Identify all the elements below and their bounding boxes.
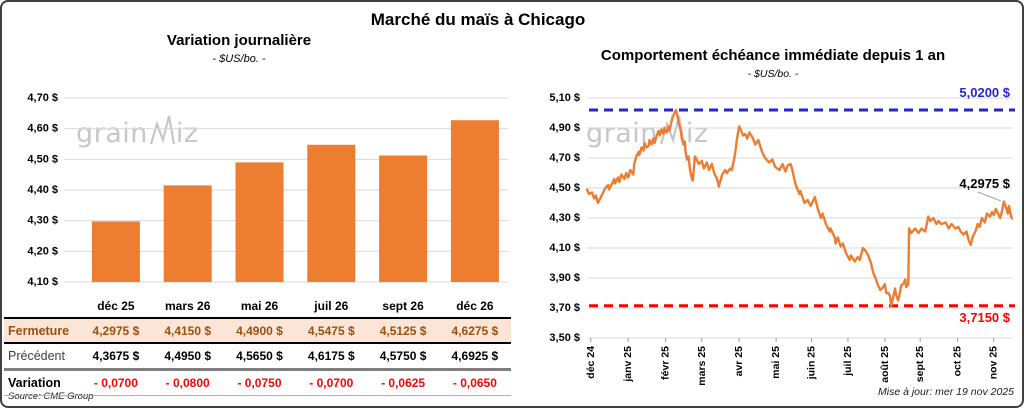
- page-title: Marché du maïs à Chicago: [370, 10, 586, 29]
- month-header-cell: déc 26: [456, 298, 494, 313]
- y-tick-label: 4,20 $: [27, 245, 58, 257]
- month-header-cell: déc 25: [97, 298, 135, 313]
- table-cell: - 0,0650: [452, 376, 497, 390]
- x-tick-label: avr 25: [733, 346, 745, 377]
- right-chart-title: Comportement échéance immédiate depuis 1…: [600, 47, 946, 64]
- table-cell: 4,5125 $: [379, 323, 427, 338]
- y-tick-label: 4,40 $: [27, 184, 58, 196]
- x-tick-label: sept 25: [914, 346, 926, 382]
- y-tick-label: 4,30 $: [27, 215, 58, 227]
- x-tick-label: oct 25: [952, 346, 964, 377]
- grainwiz-zigzag-icon: [149, 115, 175, 145]
- y-tick-label: 4,30 $: [549, 212, 580, 224]
- bar: [450, 120, 499, 282]
- row-label: Précédent: [8, 349, 65, 363]
- bar: [235, 162, 284, 282]
- month-header-cell: sept 26: [382, 298, 424, 313]
- bar: [307, 144, 356, 282]
- x-tick-label: déc 24: [585, 346, 597, 379]
- y-tick-label: 4,60 $: [27, 123, 58, 135]
- table-cell: 4,6175 $: [307, 349, 355, 363]
- left-chart-title: Variation journalière: [166, 32, 312, 49]
- row-label: Fermeture: [8, 323, 70, 338]
- bar: [91, 221, 140, 282]
- immediate-maturity-line-chart: 5,10 $ 4,90 $ 4,70 $ 4,50 $ 4,30 $ 4,10 $ 3,90…: [549, 92, 1015, 386]
- x-tick-label: févr 25: [660, 346, 672, 380]
- last-price-label: 4,2975 $: [959, 176, 1010, 191]
- watermark-text-post: iz: [175, 118, 199, 149]
- y-tick-label: 4,70 $: [27, 92, 58, 104]
- grainwiz-watermark: grain iz: [586, 114, 709, 147]
- table-row-precedent: Précédent 4,3675 $ 4,4950 $ 4,5650 $ 4,6175 …: [4, 344, 511, 371]
- row-label: Variation: [8, 376, 61, 390]
- y-tick-label: 3,90 $: [549, 272, 580, 284]
- label-leader-line: [977, 191, 1002, 202]
- y-tick-label: 4,90 $: [549, 122, 580, 134]
- right-chart-subtitle: - $US/bo. -: [747, 68, 799, 80]
- table-cell: 4,5475 $: [307, 323, 355, 338]
- watermark-text-pre: grain: [76, 118, 148, 149]
- table-cell: - 0,0700: [309, 376, 354, 390]
- watermark-text-pre: grain: [586, 118, 658, 149]
- y-tick-label: 3,70 $: [549, 302, 580, 314]
- month-header-cell: mai 26: [240, 298, 279, 313]
- table-cell: 4,6925 $: [451, 349, 499, 363]
- source-note: Source: CME Group: [8, 391, 94, 402]
- max-price-label: 5,0200 $: [959, 85, 1010, 100]
- bar: [379, 155, 428, 282]
- table-header-row: déc 25 mars 26 mai 26 juil 26 sept 26 déc 26: [4, 294, 511, 319]
- daily-variation-bar-chart: 4,70 $ 4,60 $ 4,50 $ 4,40 $ 4,30 $ 4,20 $ 4,10…: [27, 92, 508, 288]
- x-tick-label: mai 25: [770, 346, 782, 379]
- price-line: [585, 108, 1014, 308]
- bar: [163, 185, 212, 282]
- y-tick-label: 4,50 $: [549, 182, 580, 194]
- table-cell: 4,5750 $: [379, 349, 427, 363]
- y-tick-label: 4,70 $: [549, 152, 580, 164]
- futures-table: déc 25 mars 26 mai 26 juil 26 sept 26 déc 26 F…: [4, 294, 511, 396]
- watermark-text-post: iz: [685, 118, 709, 149]
- month-header-cell: mars 26: [165, 298, 211, 313]
- grainwiz-watermark: grain iz: [76, 114, 199, 147]
- min-price-label: 3,7150 $: [959, 310, 1010, 325]
- table-cell: - 0,0625: [381, 376, 426, 390]
- table-row-variation: Variation - 0,0700 - 0,0800 - 0,0750 - 0,070…: [4, 371, 511, 396]
- update-date-note: Mise à jour: mer 19 nov 2025: [878, 386, 1014, 398]
- table-cell: 4,4900 $: [236, 323, 283, 338]
- table-cell: - 0,0700: [93, 376, 138, 390]
- table-cell: - 0,0750: [237, 376, 282, 390]
- x-tick-label: janv 25: [622, 346, 634, 383]
- y-tick-label: 4,50 $: [27, 153, 58, 165]
- y-tick-label: 4,10 $: [549, 242, 580, 254]
- x-tick-label: mars 25: [696, 346, 708, 386]
- table-cell: 4,3675 $: [92, 349, 140, 363]
- table-cell: 4,6275 $: [451, 323, 499, 338]
- y-tick-label: 4,10 $: [27, 276, 58, 288]
- table-row-fermeture: Fermeture 4,2975 $ 4,4150 $ 4,4900 $ 4,5475 …: [4, 319, 511, 344]
- month-header-cell: juil 26: [314, 298, 349, 313]
- left-chart-subtitle: - $US/bo. -: [212, 53, 266, 65]
- table-cell: 4,4950 $: [164, 349, 212, 363]
- x-tick-label: nov 25: [988, 346, 1000, 379]
- x-tick-label: août 25: [879, 346, 891, 383]
- x-tick-label: juil 25: [842, 346, 854, 377]
- table-cell: 4,2975 $: [92, 323, 140, 338]
- table-cell: - 0,0800: [165, 376, 210, 390]
- table-cell: 4,5650 $: [236, 349, 283, 363]
- table-cell: 4,4150 $: [164, 323, 212, 338]
- x-tick-label: juin 25: [805, 346, 817, 380]
- y-tick-label: 3,50 $: [549, 332, 580, 344]
- y-tick-label: 5,10 $: [549, 92, 580, 104]
